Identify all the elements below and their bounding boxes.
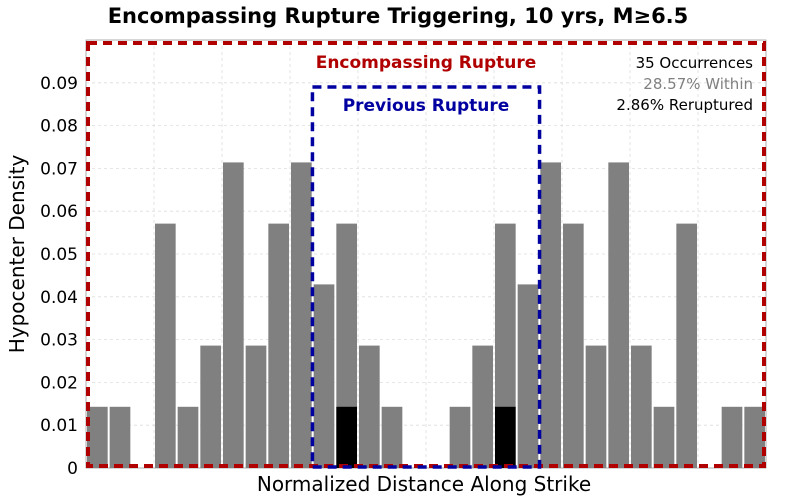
histogram-bar bbox=[177, 406, 199, 468]
histogram-bar bbox=[608, 162, 629, 468]
histogram-bar bbox=[653, 406, 675, 468]
y-axis-label: Hypocenter Density bbox=[5, 155, 29, 354]
chart-title: Encompassing Rupture Triggering, 10 yrs,… bbox=[108, 4, 689, 28]
y-tick-label: 0.02 bbox=[40, 373, 78, 393]
grid-lines bbox=[86, 40, 766, 468]
y-tick-label: 0 bbox=[67, 459, 78, 479]
histogram-bar bbox=[563, 223, 584, 468]
histogram-bar bbox=[245, 345, 267, 468]
y-tick-label: 0.09 bbox=[40, 74, 78, 94]
reruptured-stat: 2.86% Reruptured bbox=[616, 96, 753, 114]
y-tick-label: 0.07 bbox=[40, 159, 78, 179]
encompassing-rupture-box bbox=[86, 41, 766, 468]
previous-rupture-label: Previous Rupture bbox=[343, 96, 510, 116]
histogram-bar bbox=[291, 162, 312, 468]
histogram-bar bbox=[676, 223, 697, 468]
histogram-bar bbox=[268, 223, 289, 468]
histogram-bar bbox=[87, 406, 108, 468]
histogram-bar bbox=[721, 406, 743, 468]
histogram-bar bbox=[313, 284, 335, 468]
histogram-bar bbox=[109, 406, 131, 468]
histogram-bar bbox=[472, 345, 493, 468]
encompassing-rupture-label: Encompassing Rupture bbox=[316, 53, 537, 73]
histogram-bar bbox=[631, 345, 652, 468]
y-tick-label: 0.04 bbox=[40, 288, 78, 308]
y-tick-label: 0.06 bbox=[40, 202, 78, 222]
occurrences-stat: 35 Occurrences bbox=[636, 54, 754, 72]
histogram-bar bbox=[540, 162, 561, 468]
bars bbox=[87, 162, 765, 468]
x-axis-label: Normalized Distance Along Strike bbox=[257, 472, 591, 496]
histogram-bar bbox=[336, 406, 357, 468]
y-axis-ticks: 0 0.01 0.02 0.03 0.04 0.05 0.06 0.07 0.08 0.09 bbox=[40, 74, 78, 479]
histogram-bar bbox=[744, 406, 765, 468]
histogram-bar bbox=[495, 406, 516, 468]
histogram-bar bbox=[381, 406, 403, 468]
y-tick-label: 0.05 bbox=[40, 245, 78, 265]
previous-rupture-box bbox=[310, 85, 542, 469]
histogram-bar bbox=[517, 284, 539, 468]
histogram-bar bbox=[449, 406, 471, 468]
y-tick-label: 0.03 bbox=[40, 331, 78, 351]
y-tick-label: 0.08 bbox=[40, 117, 78, 137]
histogram-bar bbox=[223, 162, 244, 468]
histogram-bar bbox=[200, 345, 221, 468]
y-tick-label: 0.01 bbox=[40, 416, 78, 436]
within-stat: 28.57% Within bbox=[643, 75, 753, 93]
histogram-bar bbox=[585, 345, 607, 468]
histogram-bar bbox=[155, 223, 176, 468]
rupture-regions bbox=[86, 41, 766, 469]
histogram-bar bbox=[359, 345, 380, 468]
